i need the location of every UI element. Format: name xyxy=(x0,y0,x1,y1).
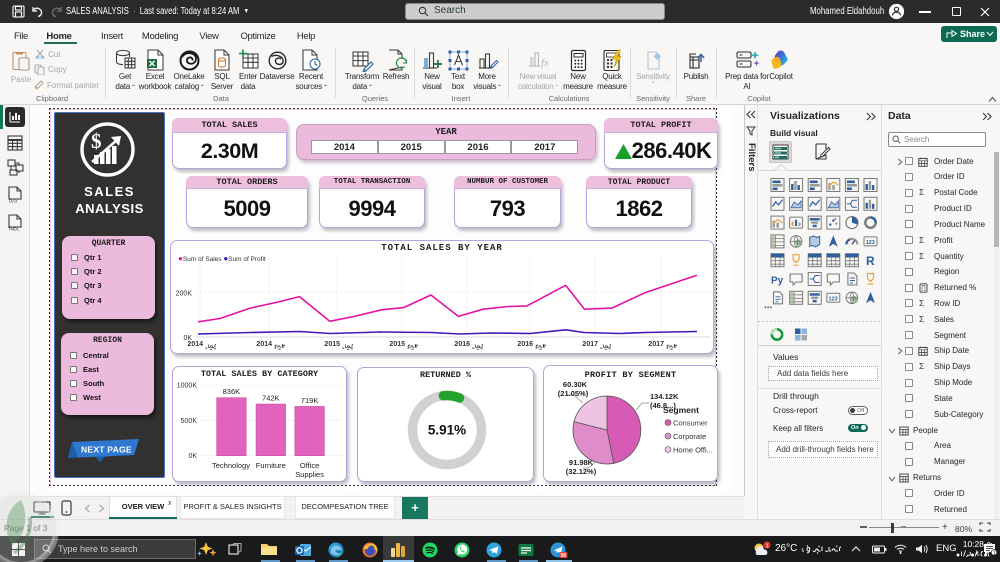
svg-text:1: 1 xyxy=(993,551,996,557)
svg-text:500K: 500K xyxy=(181,418,198,425)
svg-text:719K: 719K xyxy=(301,396,319,405)
svg-text:Home Offi...: Home Offi... xyxy=(673,446,713,455)
svg-text:DAX: DAX xyxy=(9,199,18,204)
svg-text:fx: fx xyxy=(541,57,549,69)
svg-text:1000K: 1000K xyxy=(177,383,198,390)
svg-text:Py: Py xyxy=(771,276,784,287)
svg-text:134.12K: 134.12K xyxy=(650,392,679,401)
svg-text:Corporate: Corporate xyxy=(673,432,706,441)
svg-text:5.91%: 5.91% xyxy=(428,423,466,438)
svg-text:58: 58 xyxy=(561,553,567,558)
svg-text:(21.05%): (21.05%) xyxy=(558,389,589,398)
svg-text:Furniture: Furniture xyxy=(256,461,286,470)
svg-text:1: 1 xyxy=(766,543,769,549)
svg-text:NEXT PAGE: NEXT PAGE xyxy=(81,445,132,455)
svg-text:(32.12%): (32.12%) xyxy=(566,467,597,476)
svg-text:TMDL: TMDL xyxy=(8,227,20,232)
svg-text:Segment: Segment xyxy=(663,405,699,415)
svg-text:Supplies: Supplies xyxy=(295,470,324,479)
svg-text:742K: 742K xyxy=(262,394,280,403)
svg-text:0K: 0K xyxy=(183,335,192,342)
svg-text:Office: Office xyxy=(300,461,319,470)
svg-text:Technology: Technology xyxy=(212,461,250,470)
svg-text:60.30K: 60.30K xyxy=(563,380,588,389)
svg-text:123: 123 xyxy=(829,296,838,302)
svg-text:Consumer: Consumer xyxy=(673,419,708,428)
svg-text:200K: 200K xyxy=(176,291,193,298)
svg-text:123: 123 xyxy=(866,240,875,246)
svg-text:0K: 0K xyxy=(188,453,197,460)
svg-text:R: R xyxy=(866,254,875,268)
svg-text:$: $ xyxy=(91,129,102,153)
svg-text:836K: 836K xyxy=(223,387,241,396)
svg-text:(46.8...): (46.8...) xyxy=(650,401,676,410)
svg-text:91.98K: 91.98K xyxy=(569,458,594,467)
